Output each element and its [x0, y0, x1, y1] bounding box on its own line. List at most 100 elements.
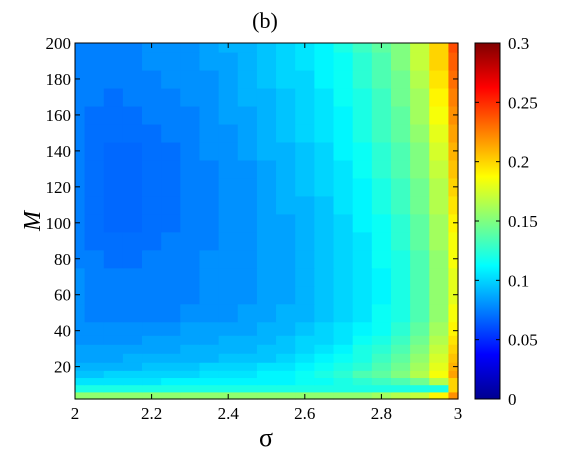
heatmap-cell — [333, 43, 354, 53]
heatmap-cell — [161, 43, 181, 53]
heatmap-cell — [199, 384, 220, 393]
heatmap-cell — [256, 195, 277, 215]
heatmap-cell — [180, 69, 201, 89]
heatmap-cell — [256, 141, 277, 161]
heatmap-cell — [218, 159, 239, 179]
heatmap-cell — [410, 177, 430, 197]
heatmap-cell — [84, 303, 105, 323]
heatmap-cell — [103, 51, 124, 71]
heatmap-cell — [161, 105, 181, 125]
heatmap-cell — [103, 321, 124, 336]
heatmap-cell — [218, 51, 239, 71]
heatmap-cell — [218, 344, 239, 354]
heatmap-cell — [390, 370, 411, 379]
heatmap-cell — [75, 362, 86, 371]
heatmap-cell — [256, 267, 277, 287]
heatmap-cell — [314, 123, 335, 143]
heatmap-cell — [161, 213, 181, 233]
heatmap-cell — [84, 105, 105, 125]
heatmap-cell — [142, 69, 162, 89]
heatmap-cell — [314, 344, 335, 354]
heatmap-cell — [352, 141, 373, 161]
heatmap-cell — [276, 141, 296, 161]
heatmap-cell — [429, 159, 450, 179]
heatmap-cell — [180, 123, 201, 143]
heatmap-cell — [295, 141, 315, 161]
heatmap-cell — [410, 362, 430, 371]
heatmap-cell — [256, 231, 277, 251]
heatmap-cell — [161, 353, 181, 363]
heatmap-cell — [333, 213, 354, 233]
heatmap-cell — [276, 335, 296, 345]
heatmap-cell — [371, 285, 392, 305]
heatmap-cell — [371, 177, 392, 197]
heatmap-cell — [448, 377, 459, 386]
heatmap-cell — [142, 285, 162, 305]
heatmap-cell — [333, 321, 354, 336]
heatmap-cell — [122, 391, 143, 400]
heatmap-cell — [199, 321, 220, 336]
heatmap-cell — [410, 384, 430, 393]
heatmap-cell — [448, 370, 459, 379]
heatmap-cell — [180, 321, 201, 336]
heatmap-cell — [371, 123, 392, 143]
heatmap-cell — [161, 362, 181, 371]
heatmap-cell — [314, 69, 335, 89]
heatmap-cell — [180, 391, 201, 400]
heatmap-cell — [256, 353, 277, 363]
heatmap-cell — [122, 231, 143, 251]
heatmap-cell — [237, 377, 258, 386]
heatmap-cell — [333, 69, 354, 89]
heatmap-cell — [122, 321, 143, 336]
heatmap-cell — [410, 231, 430, 251]
heatmap-cell — [410, 87, 430, 107]
heatmap-cell — [161, 141, 181, 161]
heatmap-cell — [352, 370, 373, 379]
heatmap-cell — [276, 267, 296, 287]
heatmap-cell — [237, 123, 258, 143]
heatmap-cell — [352, 377, 373, 386]
heatmap-cell — [122, 267, 143, 287]
heatmap-cell — [429, 231, 450, 251]
heatmap-cell — [256, 123, 277, 143]
heatmap-cell — [333, 344, 354, 354]
heatmap-cell — [429, 344, 450, 354]
heatmap-cell — [295, 123, 315, 143]
heatmap-cell — [218, 141, 239, 161]
heatmap-cell — [295, 231, 315, 251]
heatmap-cell — [448, 267, 459, 287]
heatmap-cell — [410, 69, 430, 89]
heatmap-cell — [352, 123, 373, 143]
heatmap-cell — [218, 335, 239, 345]
colorbar-tick-label: 0 — [508, 390, 517, 409]
heatmap-cell — [142, 87, 162, 107]
heatmap-cell — [142, 362, 162, 371]
heatmap-cell — [218, 213, 239, 233]
heatmap-cell — [75, 344, 86, 354]
heatmap-cell — [371, 87, 392, 107]
heatmap-cell — [410, 105, 430, 125]
heatmap-cell — [75, 123, 86, 143]
heatmap-cell — [371, 377, 392, 386]
heatmap-cell — [218, 267, 239, 287]
heatmap-cell — [295, 377, 315, 386]
heatmap-cell — [161, 303, 181, 323]
plot-frame — [74, 42, 459, 400]
heatmap-cell — [314, 213, 335, 233]
heatmap-cell — [218, 249, 239, 269]
x-tick-label: 2 — [71, 404, 80, 423]
heatmap-cell — [142, 105, 162, 125]
heatmap-cell — [371, 353, 392, 363]
heatmap-cell — [390, 391, 411, 400]
heatmap-cell — [410, 370, 430, 379]
heatmap-cell — [237, 69, 258, 89]
heatmap-cell — [295, 69, 315, 89]
heatmap-cell — [237, 391, 258, 400]
heatmap-cell — [333, 159, 354, 179]
heatmap-cell — [237, 344, 258, 354]
heatmap-cell — [75, 391, 86, 400]
heatmap-cell — [410, 51, 430, 71]
heatmap-cell — [161, 377, 181, 386]
heatmap-cell — [122, 353, 143, 363]
